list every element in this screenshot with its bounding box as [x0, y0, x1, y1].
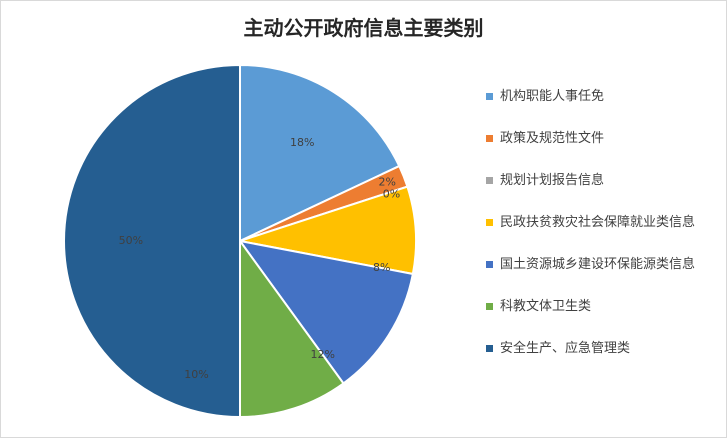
legend-swatch-2 — [486, 135, 493, 142]
legend-label-3: 规划计划报告信息 — [500, 173, 605, 188]
legend-label-5: 国土资源城乡建设环保能源类信息 — [500, 257, 696, 272]
data-label-1: 18% — [290, 136, 314, 149]
data-label-4: 8% — [373, 261, 390, 274]
legend-item-6: 科教文体卫生类 — [486, 298, 727, 316]
legend-item-3: 规划计划报告信息 — [486, 172, 727, 190]
legend-label-7: 安全生产、应急管理类 — [500, 341, 631, 356]
data-label-3: 0% — [383, 188, 400, 201]
pie-slice-5 — [237, 239, 415, 385]
data-label-7: 50% — [119, 234, 143, 247]
pie-slice-1 — [239, 63, 401, 243]
legend-label-2: 政策及规范性文件 — [500, 131, 605, 146]
data-label-6: 10% — [184, 368, 208, 381]
data-label-5: 12% — [311, 348, 335, 361]
legend-label-1: 机构职能人事任免 — [500, 89, 605, 104]
legend-item-5: 国土资源城乡建设环保能源类信息 — [486, 256, 727, 274]
legend-item-1: 机构职能人事任免 — [486, 88, 727, 106]
legend-item-7: 安全生产、应急管理类 — [486, 340, 727, 358]
legend-label-4: 民政扶贫救灾社会保障就业类信息 — [500, 215, 696, 230]
legend-swatch-5 — [486, 261, 493, 268]
data-label-2: 2% — [379, 176, 396, 189]
legend-swatch-6 — [486, 303, 493, 310]
chart-title: 主动公开政府信息主要类别 — [243, 16, 484, 40]
legend-item-2: 政策及规范性文件 — [486, 130, 727, 148]
legend-swatch-7 — [486, 345, 493, 352]
legend-swatch-1 — [486, 93, 493, 100]
legend-item-4: 民政扶贫救灾社会保障就业类信息 — [486, 214, 727, 232]
pie-slice-7 — [63, 63, 241, 419]
pie-slice-4 — [239, 185, 417, 276]
pie-slice-6 — [239, 237, 345, 419]
legend-label-6: 科教文体卫生类 — [500, 299, 592, 314]
legend-swatch-3 — [486, 177, 493, 184]
legend-swatch-4 — [486, 219, 493, 226]
